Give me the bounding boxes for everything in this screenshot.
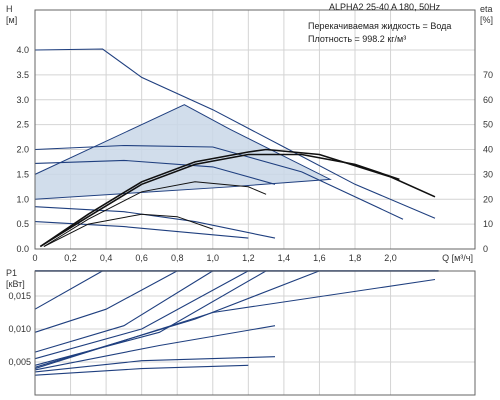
y2-tick-label: 30 (483, 169, 493, 179)
liquid-annotation: Перекачиваемая жидкость = Вода (308, 21, 451, 31)
y-axis-label: [м] (6, 15, 17, 25)
head-curve-2 (34, 159, 276, 185)
bottom-frame (34, 270, 476, 396)
y-tick-label: 3.5 (16, 70, 29, 80)
power-curve-2 (34, 270, 178, 333)
x-axis-label: Q [м³/ч] (442, 253, 473, 263)
x-tick-label: 0,8 (171, 253, 184, 263)
p-tick-label: 0,015 (8, 291, 31, 301)
head-curve-3 (34, 206, 276, 239)
efficiency-curve-6 (39, 153, 400, 248)
y-tick-label: 0.0 (16, 244, 29, 254)
y-tick-label: 2.0 (16, 145, 29, 155)
p-axis-label: P1 (6, 268, 17, 278)
y-axis-label: H (6, 4, 13, 14)
efficiency-curve-7 (43, 181, 267, 247)
y2-tick-label: 50 (483, 120, 493, 130)
y-tick-label: 0.5 (16, 219, 29, 229)
top-plot-border (34, 9, 476, 250)
head-curve-0 (34, 48, 436, 219)
y-tick-label: 1.5 (16, 169, 29, 179)
pump-model-annotation: ALPHA2 25-40 A 180, 50Hz (329, 2, 441, 12)
y2-tick-label: 60 (483, 95, 493, 105)
power-curve-1 (34, 270, 103, 310)
x-tick-label: 1,2 (242, 253, 255, 263)
annotations: ALPHA2 25-40 A 180, 50Hz Перекачиваемая ж… (308, 2, 451, 44)
p-tick-label: 0,010 (8, 324, 31, 334)
power-curve-8 (34, 325, 276, 371)
y2-tick-label: 20 (483, 194, 493, 204)
y2-tick-label: 40 (483, 145, 493, 155)
head-curve-1 (34, 144, 404, 220)
p-tick-label: 0,005 (8, 357, 31, 367)
y2-tick-label: 0 (483, 244, 488, 254)
x-tick-label: 2,0 (384, 253, 397, 263)
p-axis-label: [кВт] (6, 279, 25, 289)
x-tick-label: 0,6 (135, 253, 148, 263)
y2-axis-label: eta (480, 4, 493, 14)
y-tick-label: 1.0 (16, 194, 29, 204)
top-series-group (34, 48, 436, 248)
power-curve-3 (34, 270, 214, 353)
x-tick-label: 1,4 (278, 253, 291, 263)
y2-axis-label: [%] (480, 15, 493, 25)
efficiency-curve-5 (39, 148, 436, 248)
power-curve-10 (34, 364, 249, 376)
x-tick-label: 0,4 (100, 253, 113, 263)
y2-tick-label: 10 (483, 219, 493, 229)
bottom-labels: 0,005 0,010 0,015 P1[кВт] (6, 268, 31, 367)
y2-tick-label: 70 (483, 70, 493, 80)
top-frame (34, 9, 476, 250)
bottom-plot-border (34, 270, 476, 396)
y-tick-label: 3.0 (16, 95, 29, 105)
top-labels: 0.0 0.5 1.0 1.5 2.0 2.5 3.0 3.5 4.0 0 0,2 0,4 0,6 0,8… (6, 4, 493, 263)
y-tick-label: 4.0 (16, 45, 29, 55)
density-annotation: Плотность = 998.2 кг/м³ (308, 34, 406, 44)
x-tick-label: 1,6 (313, 253, 326, 263)
x-tick-label: 1,0 (207, 253, 220, 263)
power-curve-4 (34, 270, 249, 360)
efficiency-curve-8 (43, 213, 213, 247)
x-tick-label: 1,8 (349, 253, 362, 263)
power-curve-7 (34, 278, 436, 370)
power-curve-9 (34, 356, 276, 373)
bottom-series-group (34, 270, 439, 376)
head-curve-4 (34, 221, 249, 239)
x-tick-label: 0 (32, 253, 37, 263)
x-tick-label: 0,2 (64, 253, 77, 263)
y-tick-label: 2.5 (16, 120, 29, 130)
